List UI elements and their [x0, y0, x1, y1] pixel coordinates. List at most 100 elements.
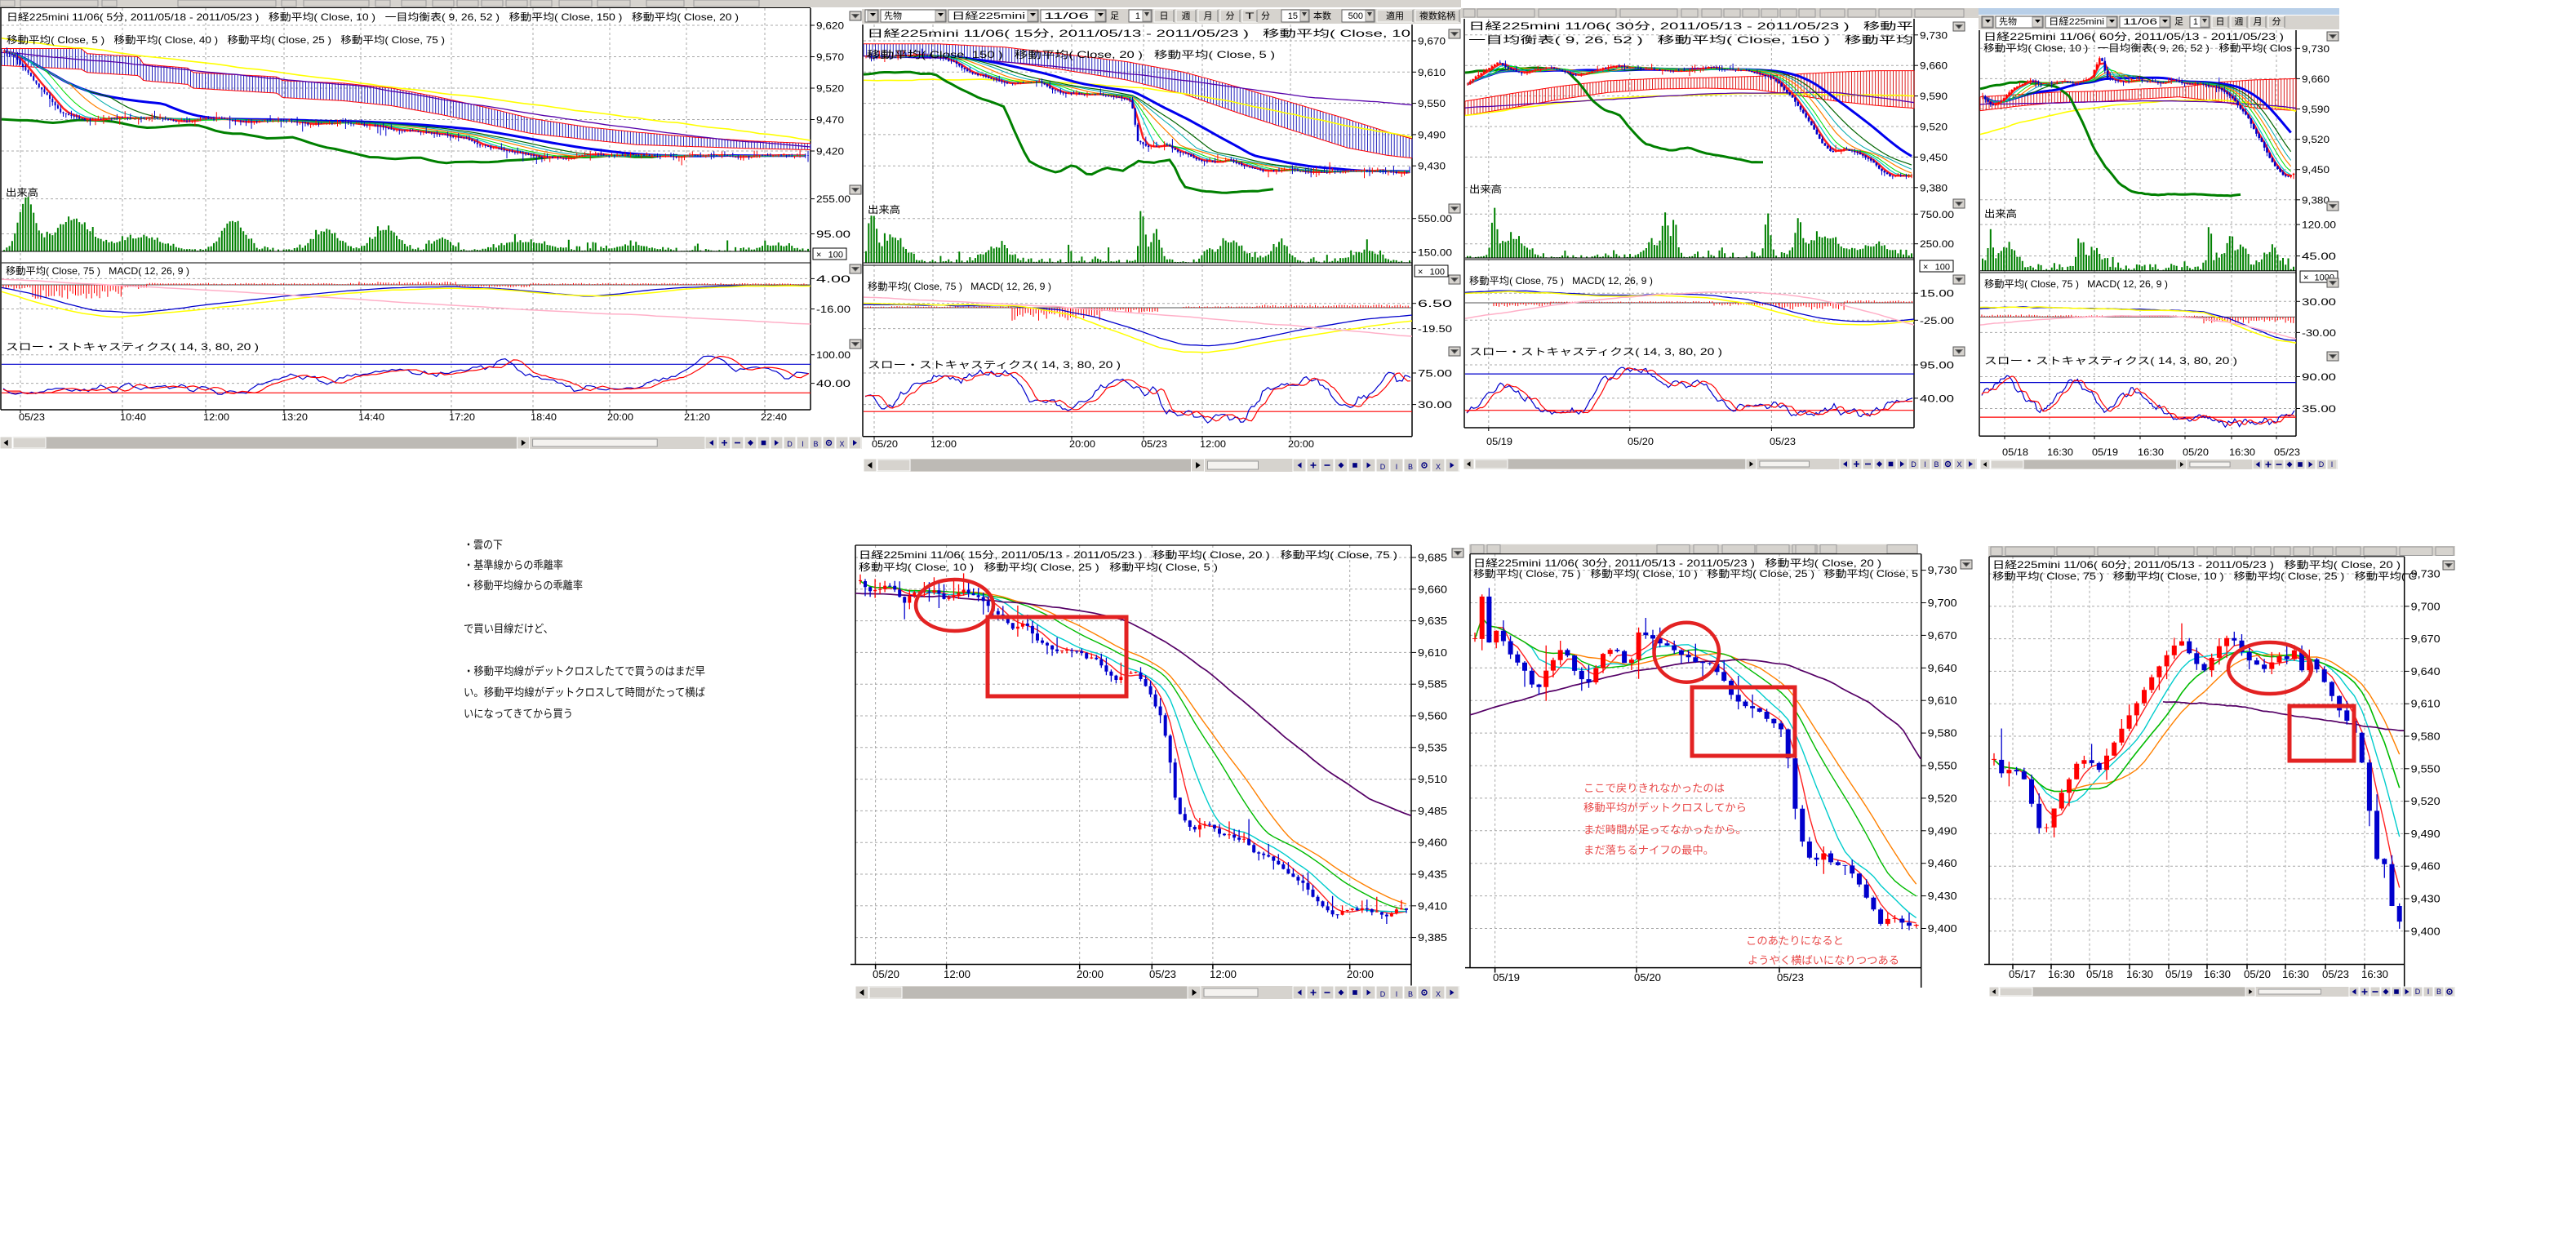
- svg-text:まだ時間が足ってなかったから。: まだ時間が足ってなかったから。: [1583, 824, 1747, 836]
- svg-text:ようやく横ばいになりつつある: ようやく横ばいになりつつある: [1748, 954, 1899, 966]
- svg-text:750.00: 750.00: [1920, 209, 1954, 220]
- svg-text:分: 分: [1226, 11, 1235, 21]
- svg-text:05/23: 05/23: [1770, 436, 1796, 447]
- svg-text:05/20: 05/20: [1628, 436, 1654, 447]
- svg-text:9,700: 9,700: [1928, 597, 1957, 609]
- svg-text:20:00: 20:00: [1347, 969, 1374, 980]
- svg-text:D: D: [787, 440, 793, 448]
- svg-text:6.50: 6.50: [1418, 298, 1453, 309]
- svg-text:100: 100: [1935, 263, 1950, 273]
- svg-text:05/19: 05/19: [1486, 436, 1512, 447]
- svg-text:120.00: 120.00: [2302, 220, 2336, 231]
- svg-text:9,380: 9,380: [1920, 182, 1948, 193]
- svg-text:B: B: [2436, 988, 2441, 996]
- svg-text:移動平均がデットクロスしてから: 移動平均がデットクロスしてから: [1583, 802, 1747, 814]
- svg-text:16:30: 16:30: [2126, 969, 2153, 980]
- svg-text:05/20: 05/20: [873, 969, 899, 980]
- svg-text:9,520: 9,520: [1920, 122, 1948, 133]
- svg-text:スロー・ストキャスティクス( 14, 3, 80, 20 ): スロー・ストキャスティクス( 14, 3, 80, 20 ): [868, 359, 1121, 371]
- svg-text:・移動平均線がデットクロスしたてで買うのはまだ早: ・移動平均線がデットクロスしたてで買うのはまだ早: [464, 664, 705, 677]
- svg-text:9,590: 9,590: [1920, 91, 1948, 102]
- svg-text:D: D: [1380, 463, 1386, 471]
- svg-text:日: 日: [1160, 11, 1169, 21]
- svg-text:×: ×: [1418, 268, 1423, 278]
- svg-text:05/20: 05/20: [1634, 972, 1661, 984]
- svg-text:先物: 先物: [1999, 16, 2017, 27]
- svg-text:日経225mini 11/06( 60分, 2011/05/: 日経225mini 11/06( 60分, 2011/05/13 - 2011/…: [1983, 31, 2284, 42]
- svg-text:日経225mini 11/06( 30分, 2011/05/: 日経225mini 11/06( 30分, 2011/05/13 - 2011/…: [1473, 557, 1881, 569]
- svg-text:9,580: 9,580: [1928, 728, 1957, 739]
- svg-text:05/19: 05/19: [2165, 969, 2192, 980]
- svg-text:16:30: 16:30: [2282, 969, 2309, 980]
- svg-text:9,610: 9,610: [1928, 695, 1957, 707]
- svg-text:一目均衡表( 9, 26, 52 ) 移動平均( Clo: 一目均衡表( 9, 26, 52 ) 移動平均( Close, 150 ) 移動…: [1468, 34, 1913, 46]
- svg-text:9,660: 9,660: [1920, 60, 1948, 72]
- svg-text:1: 1: [1135, 11, 1140, 21]
- svg-text:D: D: [1911, 460, 1916, 469]
- svg-text:移動平均( Close, 75 ) MACD( 12,: 移動平均( Close, 75 ) MACD( 12, 26, 9 ): [868, 281, 1051, 292]
- svg-text:移動平均( Close, 75 ) MACD( 12,: 移動平均( Close, 75 ) MACD( 12, 26, 9 ): [1469, 275, 1653, 286]
- svg-text:05/20: 05/20: [2183, 446, 2209, 458]
- svg-text:9,550: 9,550: [1418, 98, 1446, 109]
- svg-text:05/23: 05/23: [2274, 446, 2300, 458]
- svg-text:9,580: 9,580: [2411, 731, 2441, 743]
- svg-text:9,420: 9,420: [816, 146, 844, 158]
- svg-text:9,520: 9,520: [2411, 796, 2441, 807]
- svg-text:12:00: 12:00: [1210, 969, 1237, 980]
- svg-text:・移動平均線からの乖離率: ・移動平均線からの乖離率: [464, 579, 583, 592]
- svg-text:9,640: 9,640: [2411, 666, 2441, 677]
- svg-text:9,490: 9,490: [1928, 825, 1957, 837]
- svg-text:9,450: 9,450: [1920, 152, 1948, 163]
- svg-text:-30.00: -30.00: [2302, 327, 2336, 339]
- svg-text:100.00: 100.00: [816, 349, 851, 361]
- svg-text:05/17: 05/17: [2009, 969, 2036, 980]
- svg-text:9,635: 9,635: [1418, 615, 1447, 627]
- svg-text:9,470: 9,470: [816, 114, 844, 126]
- svg-text:ここで戻りきれなかったのは: ここで戻りきれなかったのは: [1583, 782, 1725, 794]
- svg-text:日経225mini 11/06( 15分, 2011/05/: 日経225mini 11/06( 15分, 2011/05/13 - 2011/…: [867, 28, 1411, 39]
- svg-text:日経225mini: 日経225mini: [2049, 16, 2104, 27]
- svg-text:適用: 適用: [1386, 10, 1404, 21]
- svg-text:9,640: 9,640: [1928, 663, 1957, 674]
- svg-text:30.00: 30.00: [1418, 399, 1452, 411]
- svg-text:9,610: 9,610: [1418, 67, 1446, 78]
- svg-text:複数銘柄: 複数銘柄: [1419, 10, 1455, 21]
- svg-text:日: 日: [2216, 17, 2225, 27]
- svg-text:足: 足: [1110, 11, 1119, 21]
- svg-text:35.00: 35.00: [2302, 403, 2336, 415]
- svg-text:150.00: 150.00: [1418, 247, 1452, 259]
- svg-text:9,490: 9,490: [2411, 828, 2441, 840]
- svg-text:I: I: [1396, 990, 1398, 998]
- svg-text:11/06: 11/06: [1044, 11, 1089, 21]
- svg-text:9,400: 9,400: [1928, 923, 1957, 935]
- svg-text:9,535: 9,535: [1418, 742, 1447, 753]
- svg-text:05/19: 05/19: [1493, 972, 1520, 984]
- svg-text:9,730: 9,730: [2302, 43, 2330, 55]
- svg-text:T: T: [1246, 11, 1255, 21]
- svg-text:9,435: 9,435: [1418, 869, 1447, 881]
- svg-text:05/23: 05/23: [19, 411, 45, 423]
- svg-text:X: X: [1956, 460, 1961, 469]
- svg-text:月: 月: [2254, 17, 2263, 27]
- svg-text:05/23: 05/23: [1141, 438, 1167, 450]
- svg-text:05/19: 05/19: [2092, 446, 2118, 458]
- svg-text:スロー・ストキャスティクス( 14, 3, 80, 20 ): スロー・ストキャスティクス( 14, 3, 80, 20 ): [1984, 355, 2237, 366]
- svg-text:30.00: 30.00: [2302, 296, 2336, 308]
- svg-text:移動平均( Close, 150 ) 移動平均( Clo: 移動平均( Close, 150 ) 移動平均( Close, 20 ) 移動平…: [867, 49, 1275, 60]
- svg-text:移動平均( Close, 75 ) 移動平均( Clos: 移動平均( Close, 75 ) 移動平均( Close, 10 ) 移動平均…: [1992, 571, 2417, 582]
- svg-text:9,510: 9,510: [1418, 774, 1447, 785]
- svg-text:250.00: 250.00: [1920, 238, 1954, 250]
- svg-text:14:40: 14:40: [358, 411, 384, 423]
- svg-text:16:30: 16:30: [2204, 969, 2231, 980]
- svg-text:9,550: 9,550: [2411, 763, 2441, 775]
- svg-text:×: ×: [2303, 273, 2308, 283]
- svg-text:9,460: 9,460: [1418, 837, 1447, 849]
- svg-text:9,660: 9,660: [2302, 73, 2330, 85]
- svg-text:9,610: 9,610: [2411, 699, 2441, 710]
- svg-text:X: X: [839, 440, 844, 448]
- svg-text:05/18: 05/18: [2086, 969, 2113, 980]
- svg-text:・基準線からの乖離率: ・基準線からの乖離率: [464, 558, 563, 571]
- svg-text:05/23: 05/23: [1777, 972, 1804, 984]
- svg-text:4.00: 4.00: [816, 273, 851, 285]
- svg-text:20:00: 20:00: [607, 411, 633, 423]
